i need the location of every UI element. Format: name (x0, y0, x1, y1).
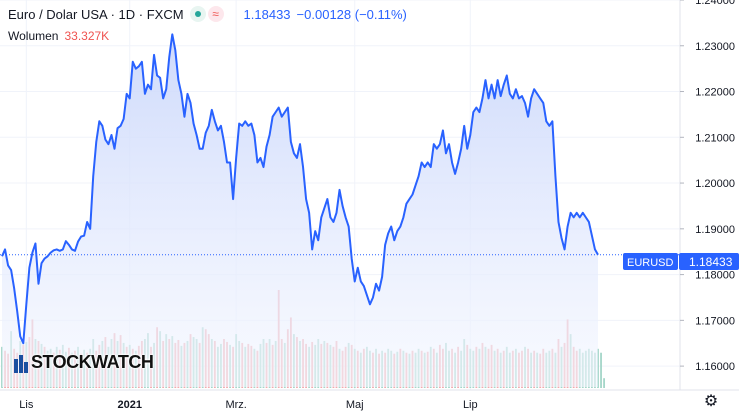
y-tick-label: 1.16000 (695, 361, 735, 373)
x-tick-label: Maj (346, 399, 364, 411)
price-axis[interactable]: 1.24000 1.23000 1.22000 1.21000 1.20000 1.190… (679, 0, 735, 390)
price-change: −0.00128 (−0.11%) (296, 6, 407, 22)
stockwatch-logo: STOCKWATCH (14, 352, 154, 373)
y-tick-label: 1.17000 (695, 315, 735, 327)
symbol-title[interactable]: Euro / Dolar USA · 1D · FXCM (8, 6, 184, 22)
y-tick-label: 1.24000 (695, 0, 735, 7)
price-tag-symbol: EURUSD (627, 257, 674, 269)
price-line (1, 33, 599, 345)
volume-bar (600, 352, 602, 388)
y-tick-label: 1.22000 (695, 87, 735, 99)
volume-label: Wolumen (8, 29, 59, 43)
y-tick-label: 1.19000 (695, 224, 735, 236)
price-tag-value: 1.18433 (689, 255, 733, 269)
x-tick-label: 2021 (117, 399, 141, 411)
last-price: 1.18433 (243, 6, 291, 22)
y-tick-label: 1.20000 (695, 178, 735, 190)
volume-bar (1, 346, 3, 388)
x-tick-label: Mrz. (225, 399, 246, 411)
time-axis[interactable]: Lis 2021 Mrz. Maj Lip (0, 389, 739, 411)
price-tag: EURUSD 1.18433 (623, 253, 739, 270)
logo-text: STOCKWATCH (31, 352, 154, 372)
x-tick-label: Lip (463, 399, 478, 411)
volume-legend[interactable]: Wolumen 33.327K (8, 29, 109, 43)
x-tick-label: Lis (19, 399, 34, 411)
y-tick-label: 1.21000 (695, 132, 735, 144)
wave-icon: ≈ (207, 6, 224, 22)
chart-legend[interactable]: Euro / Dolar USA · 1D · FXCM ≈ 1.18433 −… (8, 6, 407, 22)
price-tag-value-bg (679, 253, 739, 270)
volume-value: 33.327K (64, 29, 110, 43)
status-dot-icon (189, 6, 206, 22)
price-tag-symbol-bg (623, 253, 678, 270)
logo-mark-icon (14, 355, 28, 373)
price-area (2, 34, 598, 387)
y-tick-label: 1.23000 (695, 41, 735, 53)
gear-icon[interactable]: ⚙ (703, 393, 719, 410)
volume-bar (603, 378, 605, 388)
y-tick-label: 1.18000 (695, 270, 735, 282)
